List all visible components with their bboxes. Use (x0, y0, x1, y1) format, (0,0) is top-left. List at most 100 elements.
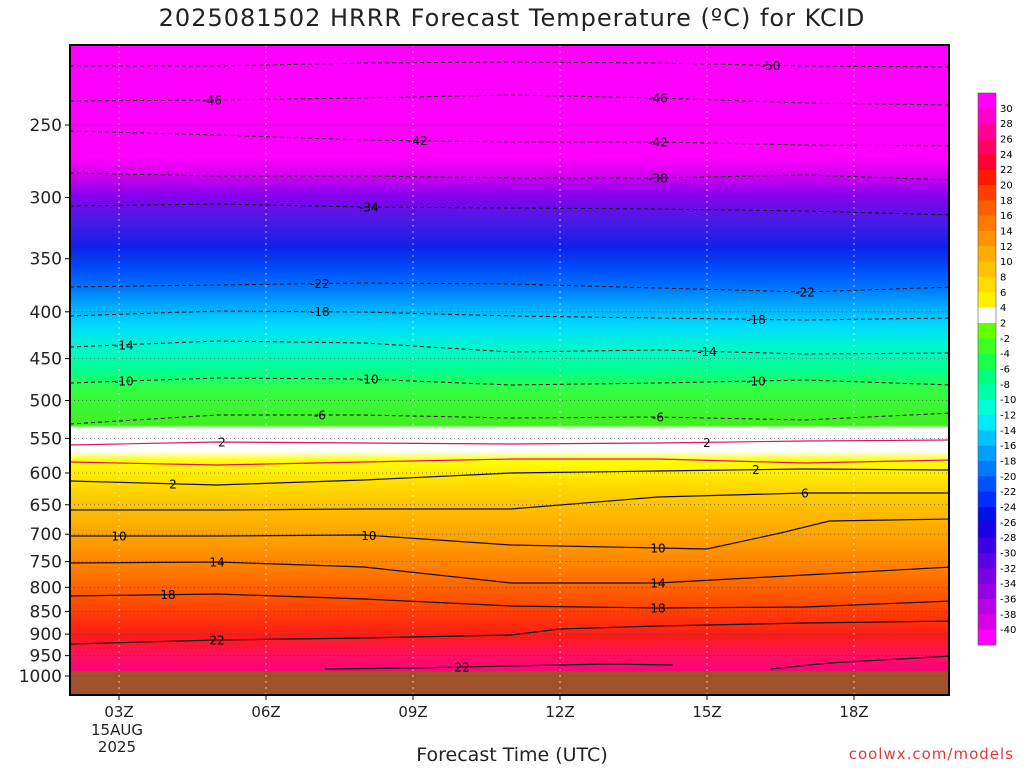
contour-label: -22 (795, 286, 815, 300)
contour-label: 2 (218, 436, 226, 450)
contour-line (70, 130, 949, 147)
contour-label: 10 (361, 529, 376, 543)
colorbar-swatch (978, 185, 996, 201)
colorbar-swatch (978, 123, 996, 140)
colorbar-swatch (978, 292, 996, 309)
contour-label: 2 (703, 436, 711, 450)
plot-frame (69, 44, 950, 696)
colorbar-label: 6 (1000, 288, 1006, 299)
colorbar-swatch (978, 507, 996, 523)
contour-label: -42 (648, 136, 668, 150)
colorbar-swatch (978, 430, 996, 447)
contour-label: -10 (746, 375, 766, 389)
contour-line (70, 593, 949, 609)
colorbar-frame (977, 92, 997, 646)
colorbar-swatch (978, 522, 996, 539)
contour-line (70, 172, 949, 181)
y-tick-label: 900 (30, 625, 62, 645)
colorbar-label: 30 (1000, 104, 1013, 115)
colorbar-label: -6 (1000, 365, 1010, 376)
contour-line (70, 458, 949, 466)
contour-label: 10 (650, 542, 665, 556)
contour-line (70, 412, 949, 425)
contour-label: -6 (652, 411, 664, 425)
colorbar-label: -38 (1000, 610, 1016, 621)
colorbar-label: -10 (1000, 395, 1016, 406)
colorbar-swatch (978, 553, 996, 569)
colorbar-label: 8 (1000, 273, 1006, 284)
contour-label: -42 (408, 134, 428, 148)
source-credit[interactable]: coolwx.com/models (848, 745, 1014, 763)
contour-label: 6 (801, 487, 809, 501)
colorbar-label: 26 (1000, 135, 1013, 146)
colorbar-label: 22 (1000, 165, 1013, 176)
below-ground-area (70, 671, 949, 695)
colorbar-label: -4 (1000, 349, 1010, 360)
colorbar-swatch (978, 261, 996, 278)
x-tick-label: 03Z (104, 703, 133, 721)
contour-line (324, 663, 673, 670)
y-tick-label: 250 (30, 116, 62, 136)
contour-line (70, 282, 949, 293)
colorbar-swatch (978, 629, 996, 646)
colorbar-swatch (978, 537, 996, 554)
y-tick-label: 300 (30, 188, 62, 208)
colorbar-label: -8 (1000, 380, 1010, 391)
contour-line (70, 377, 949, 386)
y-tick-label: 950 (30, 647, 62, 667)
y-tick-label: 450 (30, 350, 62, 370)
y-tick-label: 700 (30, 525, 62, 545)
colorbar-swatch (978, 599, 996, 615)
y-tick-label: 550 (30, 429, 62, 449)
contour-label: -18 (310, 305, 330, 319)
x-axis-label: Forecast Time (UTC) (416, 744, 608, 766)
colorbar-swatch (978, 614, 996, 631)
contour-label: -18 (746, 313, 766, 327)
colorbar-label: -14 (1000, 426, 1016, 437)
colorbar-swatch (978, 568, 996, 585)
contour-line (70, 439, 949, 446)
colorbar-label: 18 (1000, 196, 1013, 207)
colorbar-swatch (978, 323, 996, 339)
colorbar-swatch (978, 399, 996, 416)
colorbar-swatch (978, 307, 996, 324)
y-tick-label: 400 (30, 303, 62, 323)
colorbar-label: -30 (1000, 549, 1016, 560)
colorbar-label: -28 (1000, 533, 1016, 544)
colorbar-swatch (978, 415, 996, 431)
colorbar-label: -22 (1000, 487, 1016, 498)
x-tick-label: 15Z (692, 703, 721, 721)
colorbar-label: 2 (1000, 319, 1006, 330)
colorbar-label: -18 (1000, 457, 1016, 468)
contour-label: -10 (359, 373, 379, 387)
contour-line (770, 655, 949, 670)
colorbar-label: 20 (1000, 181, 1013, 192)
axes: 250 300 350 400 450 500 550 600 650 700 750 800 850 9… (19, 44, 950, 756)
contour-label: 18 (650, 602, 665, 616)
colorbar-label: 14 (1000, 227, 1013, 238)
contour-label: 2 (169, 477, 177, 491)
contour-lines: -50 -46 -46 -42 -42 -38 -34 -22 -22 -18 -18 -14 -14 -… (70, 59, 949, 675)
x-tick-date-label: 2025 (98, 738, 136, 756)
contour-label: -46 (202, 94, 222, 108)
colorbar-label: -40 (1000, 625, 1016, 636)
contour-line (70, 518, 949, 550)
colorbar-label: 24 (1000, 150, 1013, 161)
colorbar-swatch (978, 108, 996, 125)
colorbar-label: 28 (1000, 119, 1013, 130)
y-tick-label: 500 (30, 392, 62, 412)
chart-title: 2025081502 HRRR Forecast Temperature (ºC… (158, 4, 866, 32)
y-tick-label: 1000 (19, 667, 62, 687)
colorbar-label: -16 (1000, 441, 1016, 452)
contour-label: 18 (160, 588, 175, 602)
colorbar-swatch (978, 169, 996, 186)
contour-label: 22 (209, 634, 224, 648)
colorbar-swatch (978, 476, 996, 493)
contour-line (70, 203, 949, 216)
colorbar-swatch (978, 491, 996, 508)
colorbar-label: 16 (1000, 211, 1013, 222)
contour-label: -14 (114, 338, 134, 352)
y-tick-label: 800 (30, 578, 62, 598)
colorbar: 30 28 26 24 22 20 18 16 14 12 10 8 6 4 2 -2 -4 -6 -8 -10 -12… (977, 92, 1016, 646)
